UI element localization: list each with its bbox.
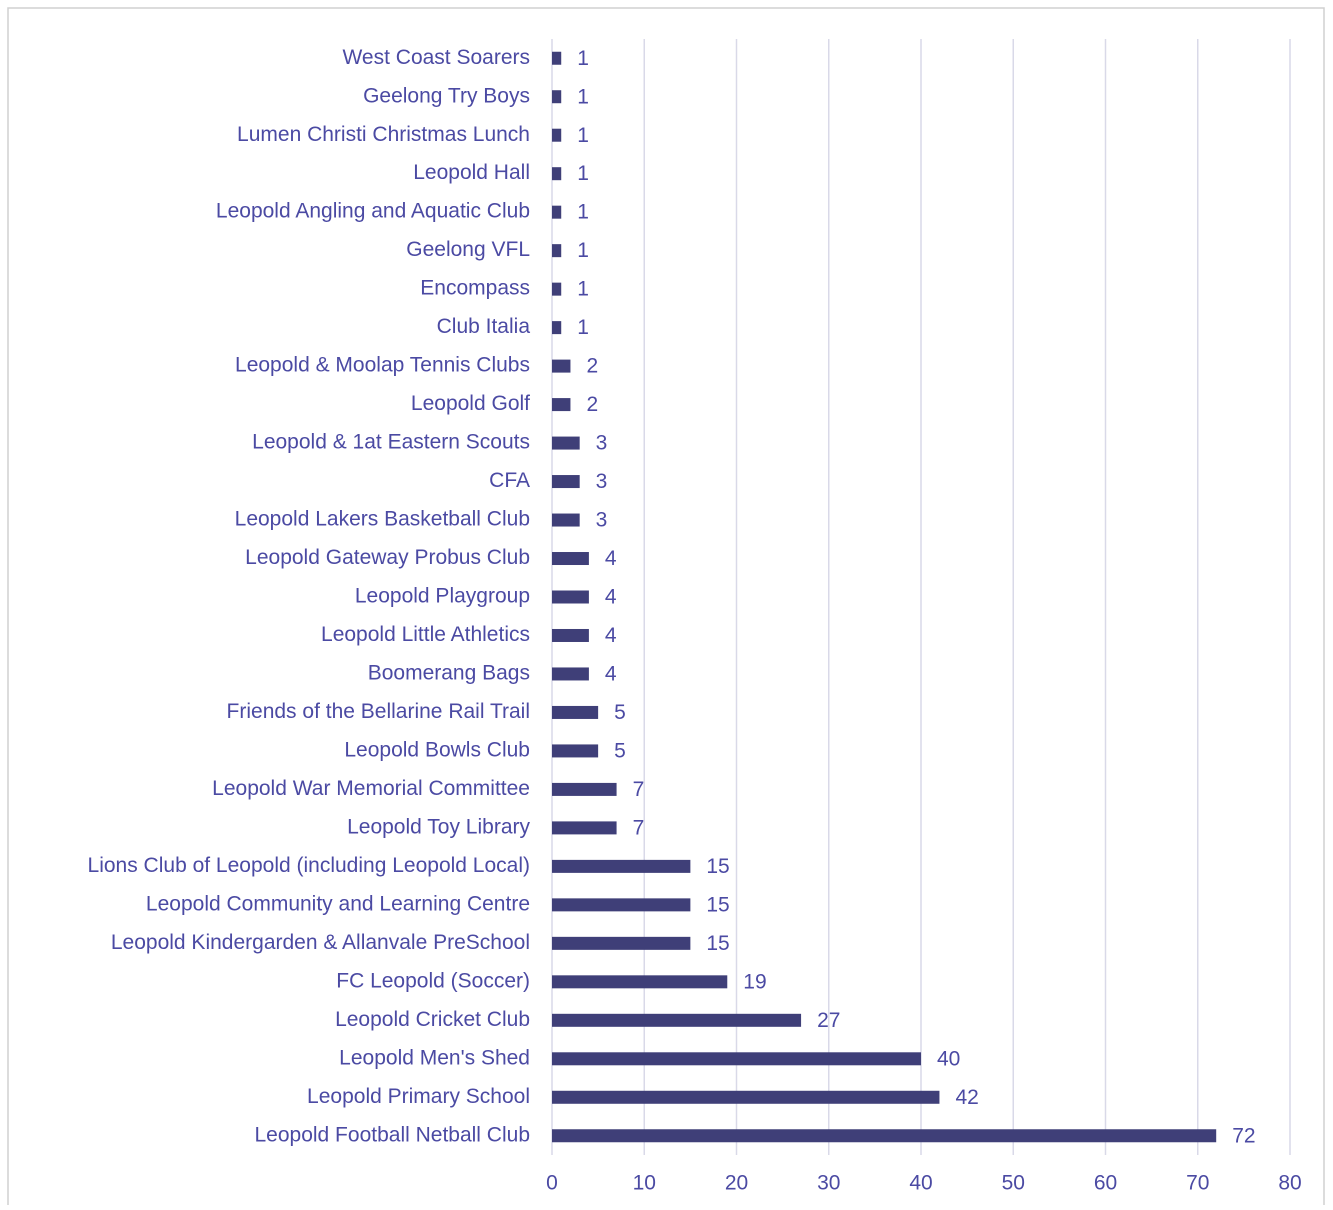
y-tick-label: Leopold Kindergarden & Allanvale PreScho… (111, 931, 530, 954)
data-label: 2 (586, 393, 598, 416)
y-tick-label: Leopold Playgroup (355, 585, 530, 608)
data-label: 1 (577, 316, 589, 339)
data-label: 1 (577, 239, 589, 262)
bar (552, 244, 562, 258)
y-tick-label: Leopold Hall (413, 161, 530, 184)
y-tick-label: Leopold & 1at Eastern Scouts (252, 431, 530, 454)
data-label: 1 (577, 162, 589, 185)
chart-frame (7, 7, 1325, 1205)
y-tick-label: Leopold Golf (411, 392, 530, 415)
data-label: 3 (596, 432, 608, 455)
y-tick-label: Leopold & Moolap Tennis Clubs (235, 354, 530, 377)
y-tick-label: Leopold Cricket Club (335, 1008, 530, 1031)
bar (552, 359, 571, 373)
data-label: 19 (743, 970, 766, 993)
bar (552, 821, 617, 835)
data-label: 1 (577, 47, 589, 70)
data-label: 3 (596, 470, 608, 493)
data-label: 7 (633, 816, 645, 839)
bar (552, 321, 562, 335)
bar (552, 1129, 1217, 1143)
bar (552, 282, 562, 296)
y-tick-label: Leopold Football Netball Club (254, 1123, 530, 1146)
bar (552, 475, 580, 489)
data-label: 15 (706, 855, 729, 878)
bar (552, 436, 580, 450)
y-tick-label: Leopold Primary School (307, 1085, 530, 1108)
data-label: 15 (706, 893, 729, 916)
x-tick-label: 60 (1094, 1172, 1117, 1195)
bar (552, 513, 580, 527)
y-tick-label: Leopold Bowls Club (344, 738, 530, 761)
x-tick-label: 10 (633, 1172, 656, 1195)
y-tick-label: Leopold Toy Library (347, 815, 530, 838)
y-tick-label: Leopold Men's Shed (339, 1046, 530, 1069)
x-tick-label: 20 (725, 1172, 748, 1195)
y-tick-label: CFA (489, 469, 530, 492)
data-label: 7 (633, 778, 645, 801)
bar (552, 936, 691, 950)
y-tick-label: FC Leopold (Soccer) (336, 969, 530, 992)
bar (552, 628, 589, 642)
y-tick-label: Boomerang Bags (368, 662, 530, 685)
y-tick-label: Club Italia (437, 315, 531, 338)
y-tick-label: Leopold Community and Learning Centre (146, 892, 530, 915)
data-label: 1 (577, 201, 589, 224)
bar (552, 205, 562, 219)
data-label: 1 (577, 278, 589, 301)
data-label: 1 (577, 85, 589, 108)
data-label: 4 (605, 547, 617, 570)
y-tick-label: Geelong VFL (406, 238, 530, 261)
bar (552, 51, 562, 65)
x-tick-label: 80 (1278, 1172, 1301, 1195)
y-tick-label: Geelong Try Boys (363, 84, 530, 107)
data-label: 27 (817, 1009, 840, 1032)
data-label: 3 (596, 509, 608, 532)
data-label: 2 (586, 355, 598, 378)
data-label: 1 (577, 124, 589, 147)
bar (552, 90, 562, 104)
bar (552, 167, 562, 181)
data-label: 4 (605, 624, 617, 647)
bar (552, 782, 617, 796)
y-tick-label: Leopold Little Athletics (321, 623, 530, 646)
bar (552, 128, 562, 142)
y-tick-label: Lions Club of Leopold (including Leopold… (88, 854, 530, 877)
bar (552, 667, 589, 681)
bar (552, 744, 599, 758)
bar (552, 1090, 940, 1104)
y-tick-label: Friends of the Bellarine Rail Trail (227, 700, 530, 723)
y-tick-label: Leopold War Memorial Committee (212, 777, 530, 800)
data-label: 42 (955, 1086, 978, 1109)
data-label: 5 (614, 739, 626, 762)
data-label: 40 (937, 1047, 960, 1070)
bar (552, 590, 589, 604)
bar (552, 705, 599, 719)
y-tick-label: Encompass (420, 277, 530, 300)
x-tick-label: 0 (546, 1172, 558, 1195)
y-tick-label: Leopold Angling and Aquatic Club (216, 200, 530, 223)
x-tick-label: 30 (817, 1172, 840, 1195)
data-label: 5 (614, 701, 626, 724)
y-tick-label: Leopold Gateway Probus Club (245, 546, 530, 569)
data-label: 4 (605, 663, 617, 686)
bar (552, 898, 691, 912)
y-tick-label: Leopold Lakers Basketball Club (235, 508, 530, 531)
x-tick-label: 40 (909, 1172, 932, 1195)
bar (552, 1013, 802, 1027)
x-tick-label: 50 (1002, 1172, 1025, 1195)
bar (552, 552, 589, 566)
y-tick-label: Lumen Christi Christmas Lunch (237, 123, 530, 146)
data-label: 72 (1232, 1124, 1255, 1147)
bar (552, 975, 728, 989)
data-label: 15 (706, 932, 729, 955)
bar (552, 859, 691, 873)
data-label: 4 (605, 586, 617, 609)
x-tick-label: 70 (1186, 1172, 1209, 1195)
bar (552, 398, 571, 412)
bar (552, 1052, 921, 1066)
y-tick-label: West Coast Soarers (342, 46, 530, 69)
